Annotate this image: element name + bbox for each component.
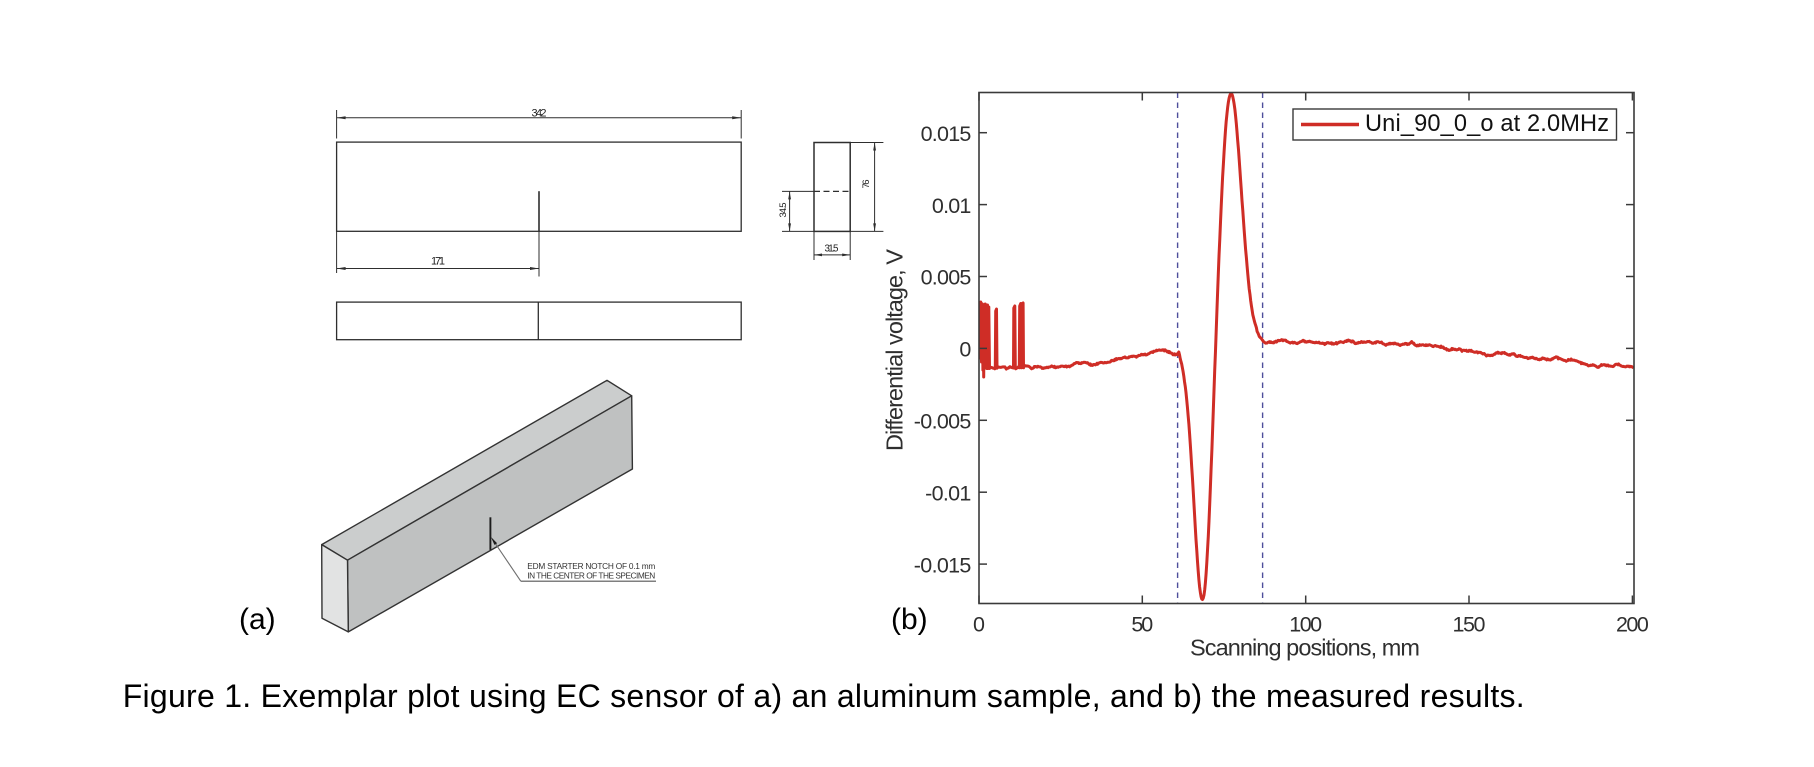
svg-text:171: 171 xyxy=(431,256,445,268)
svg-text:342: 342 xyxy=(532,108,547,120)
svg-text:150: 150 xyxy=(1453,613,1486,637)
svg-text:0: 0 xyxy=(959,338,971,362)
svg-text:-0.005: -0.005 xyxy=(914,410,972,434)
svg-text:(a): (a) xyxy=(239,603,276,636)
svg-text:-0.015: -0.015 xyxy=(914,553,972,577)
svg-text:0: 0 xyxy=(973,613,985,637)
svg-text:100: 100 xyxy=(1289,613,1322,637)
svg-text:76: 76 xyxy=(861,180,872,189)
svg-text:34.5: 34.5 xyxy=(778,203,789,218)
svg-text:-0.01: -0.01 xyxy=(925,481,971,505)
svg-text:Scanning positions, mm: Scanning positions, mm xyxy=(1190,635,1420,661)
svg-text:IN THE CENTER OF THE SPECIMEN: IN THE CENTER OF THE SPECIMEN xyxy=(527,570,655,580)
svg-text:Figure 1. Exemplar plot using: Figure 1. Exemplar plot using EC sensor … xyxy=(123,678,1525,714)
svg-text:EDM STARTER NOTCH OF 0.1 mm: EDM STARTER NOTCH OF 0.1 mm xyxy=(527,561,655,571)
svg-text:Uni_90_0_o at 2.0MHz: Uni_90_0_o at 2.0MHz xyxy=(1365,111,1609,137)
svg-text:31.5: 31.5 xyxy=(825,244,840,255)
svg-text:0.015: 0.015 xyxy=(921,122,972,146)
svg-text:(b): (b) xyxy=(891,603,928,636)
svg-text:0.01: 0.01 xyxy=(932,194,972,218)
svg-text:Differential voltage, V: Differential voltage, V xyxy=(882,249,908,451)
svg-text:0.005: 0.005 xyxy=(921,266,972,290)
svg-text:50: 50 xyxy=(1131,613,1153,637)
svg-text:200: 200 xyxy=(1616,613,1649,637)
